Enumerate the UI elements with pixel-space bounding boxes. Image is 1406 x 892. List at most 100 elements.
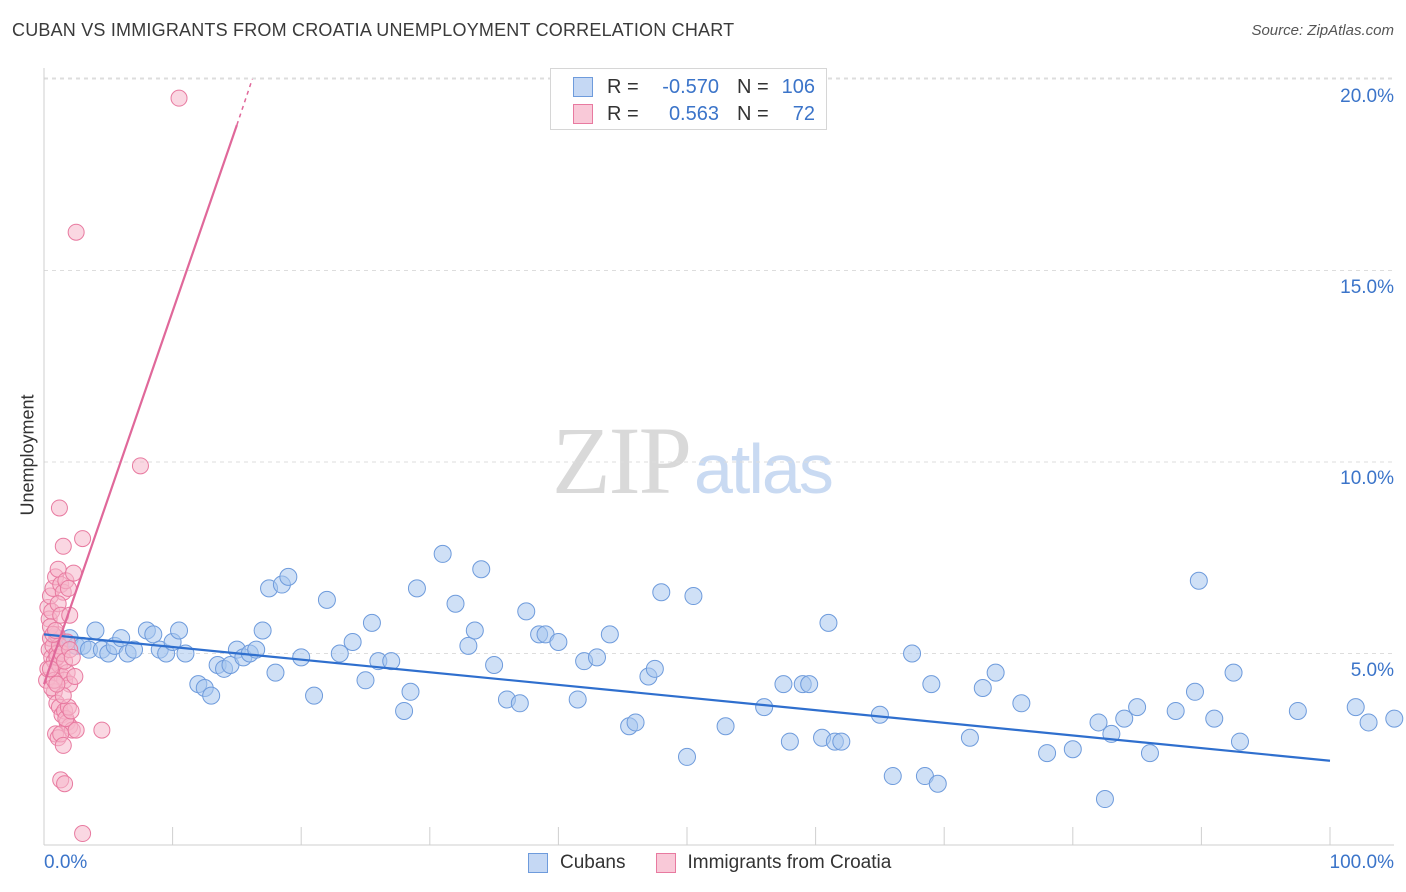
watermark-zip: ZIP [552,407,692,514]
point-cubans [465,621,484,640]
point-cubans [362,613,381,632]
point-croatia [65,564,83,582]
point-cubans [407,579,426,598]
point-cubans [870,705,889,724]
legend-n-value: 106 [781,75,815,98]
legend-swatch-cubans [573,77,593,97]
legend-item-cubans[interactable]: Cubans [528,852,626,874]
point-cubans [678,747,696,766]
point-cubans [472,560,491,579]
point-cubans [1038,744,1057,763]
point-croatia [170,89,188,107]
point-croatia [54,537,72,555]
point-cubans [1385,709,1404,728]
legend-r-value: -0.570 [662,75,719,98]
point-cubans [1140,744,1159,763]
point-cubans [1346,698,1365,717]
legend-swatch-cubans [528,853,548,873]
legend-row-croatia: R = 0.563 N = 72 [573,101,815,127]
point-cubans [485,655,504,674]
point-cubans [928,774,947,793]
legend-swatch-croatia [655,853,676,873]
point-cubans [1115,709,1134,728]
point-cubans [973,678,992,697]
point-croatia [54,736,72,754]
point-cubans [459,636,478,655]
point-cubans [600,625,619,644]
correlation-legend: R = -0.570 N = 106 R = 0.563 N = 72 [550,68,827,130]
point-cubans [125,640,144,659]
point-cubans [587,648,606,667]
point-cubans [292,648,311,667]
point-cubans [305,686,324,705]
point-cubans [144,625,163,644]
point-cubans [1089,713,1108,732]
point-croatia [67,721,85,739]
point-cubans [780,732,799,751]
point-cubans [549,633,568,652]
legend-r-value: 0.563 [668,102,719,125]
point-cubans [716,717,735,736]
point-cubans [401,682,420,701]
point-croatia [67,223,85,241]
point-cubans [395,701,414,720]
point-cubans [1224,663,1243,682]
point-cubans [626,713,645,732]
legend-label-cubans: Cubans [560,852,626,873]
point-cubans [755,698,774,717]
point-croatia [131,457,149,475]
point-croatia [56,775,74,793]
trendline-croatia-extension [236,78,254,126]
point-cubans [922,675,941,694]
chart-title: CUBAN VS IMMIGRANTS FROM CROATIA UNEMPLO… [12,20,735,40]
point-cubans [317,590,336,609]
legend-r-label: R = [607,75,639,98]
x-tick-label-0: 0.0% [44,852,88,873]
point-cubans [1012,694,1031,713]
point-cubans [684,587,703,606]
y-tick-label-10: 10.0% [1340,468,1394,489]
y-tick-label-15: 15.0% [1340,277,1394,298]
point-cubans [86,621,105,640]
point-cubans [266,663,285,682]
point-cubans [446,594,465,613]
point-cubans [903,644,922,663]
watermark-atlas: atlas [694,430,834,508]
point-cubans [800,675,819,694]
point-cubans [1230,732,1249,751]
legend-n-label: N = [737,102,769,125]
point-cubans [1288,701,1307,720]
point-cubans [356,671,375,690]
point-cubans [645,659,664,678]
point-cubans [253,621,272,640]
point-cubans [1166,701,1185,720]
point-cubans [1063,740,1082,759]
source-label: Source: ZipAtlas.com [1251,22,1394,39]
point-croatia [74,825,92,843]
point-croatia [48,675,66,693]
trendline-cubans [43,633,1331,762]
series-legend: Cubans Immigrants from Croatia [528,852,921,874]
point-cubans [517,602,536,621]
point-cubans [1128,698,1147,717]
point-croatia [74,530,92,548]
point-croatia [63,648,81,666]
point-cubans [774,675,793,694]
point-croatia [62,702,80,720]
legend-n-value: 72 [792,102,815,125]
point-cubans [986,663,1005,682]
legend-label-croatia: Immigrants from Croatia [687,852,892,873]
point-cubans [960,728,979,747]
legend-r-label: R = [607,102,639,125]
legend-item-croatia[interactable]: Immigrants from Croatia [655,852,892,874]
point-cubans [343,633,362,652]
y-tick-label-5: 5.0% [1350,660,1394,681]
legend-swatch-croatia [573,104,593,124]
point-cubans [170,621,189,640]
point-cubans [819,613,838,632]
point-cubans [279,567,298,586]
point-croatia [93,721,111,739]
point-cubans [382,652,401,671]
point-cubans [330,644,349,663]
